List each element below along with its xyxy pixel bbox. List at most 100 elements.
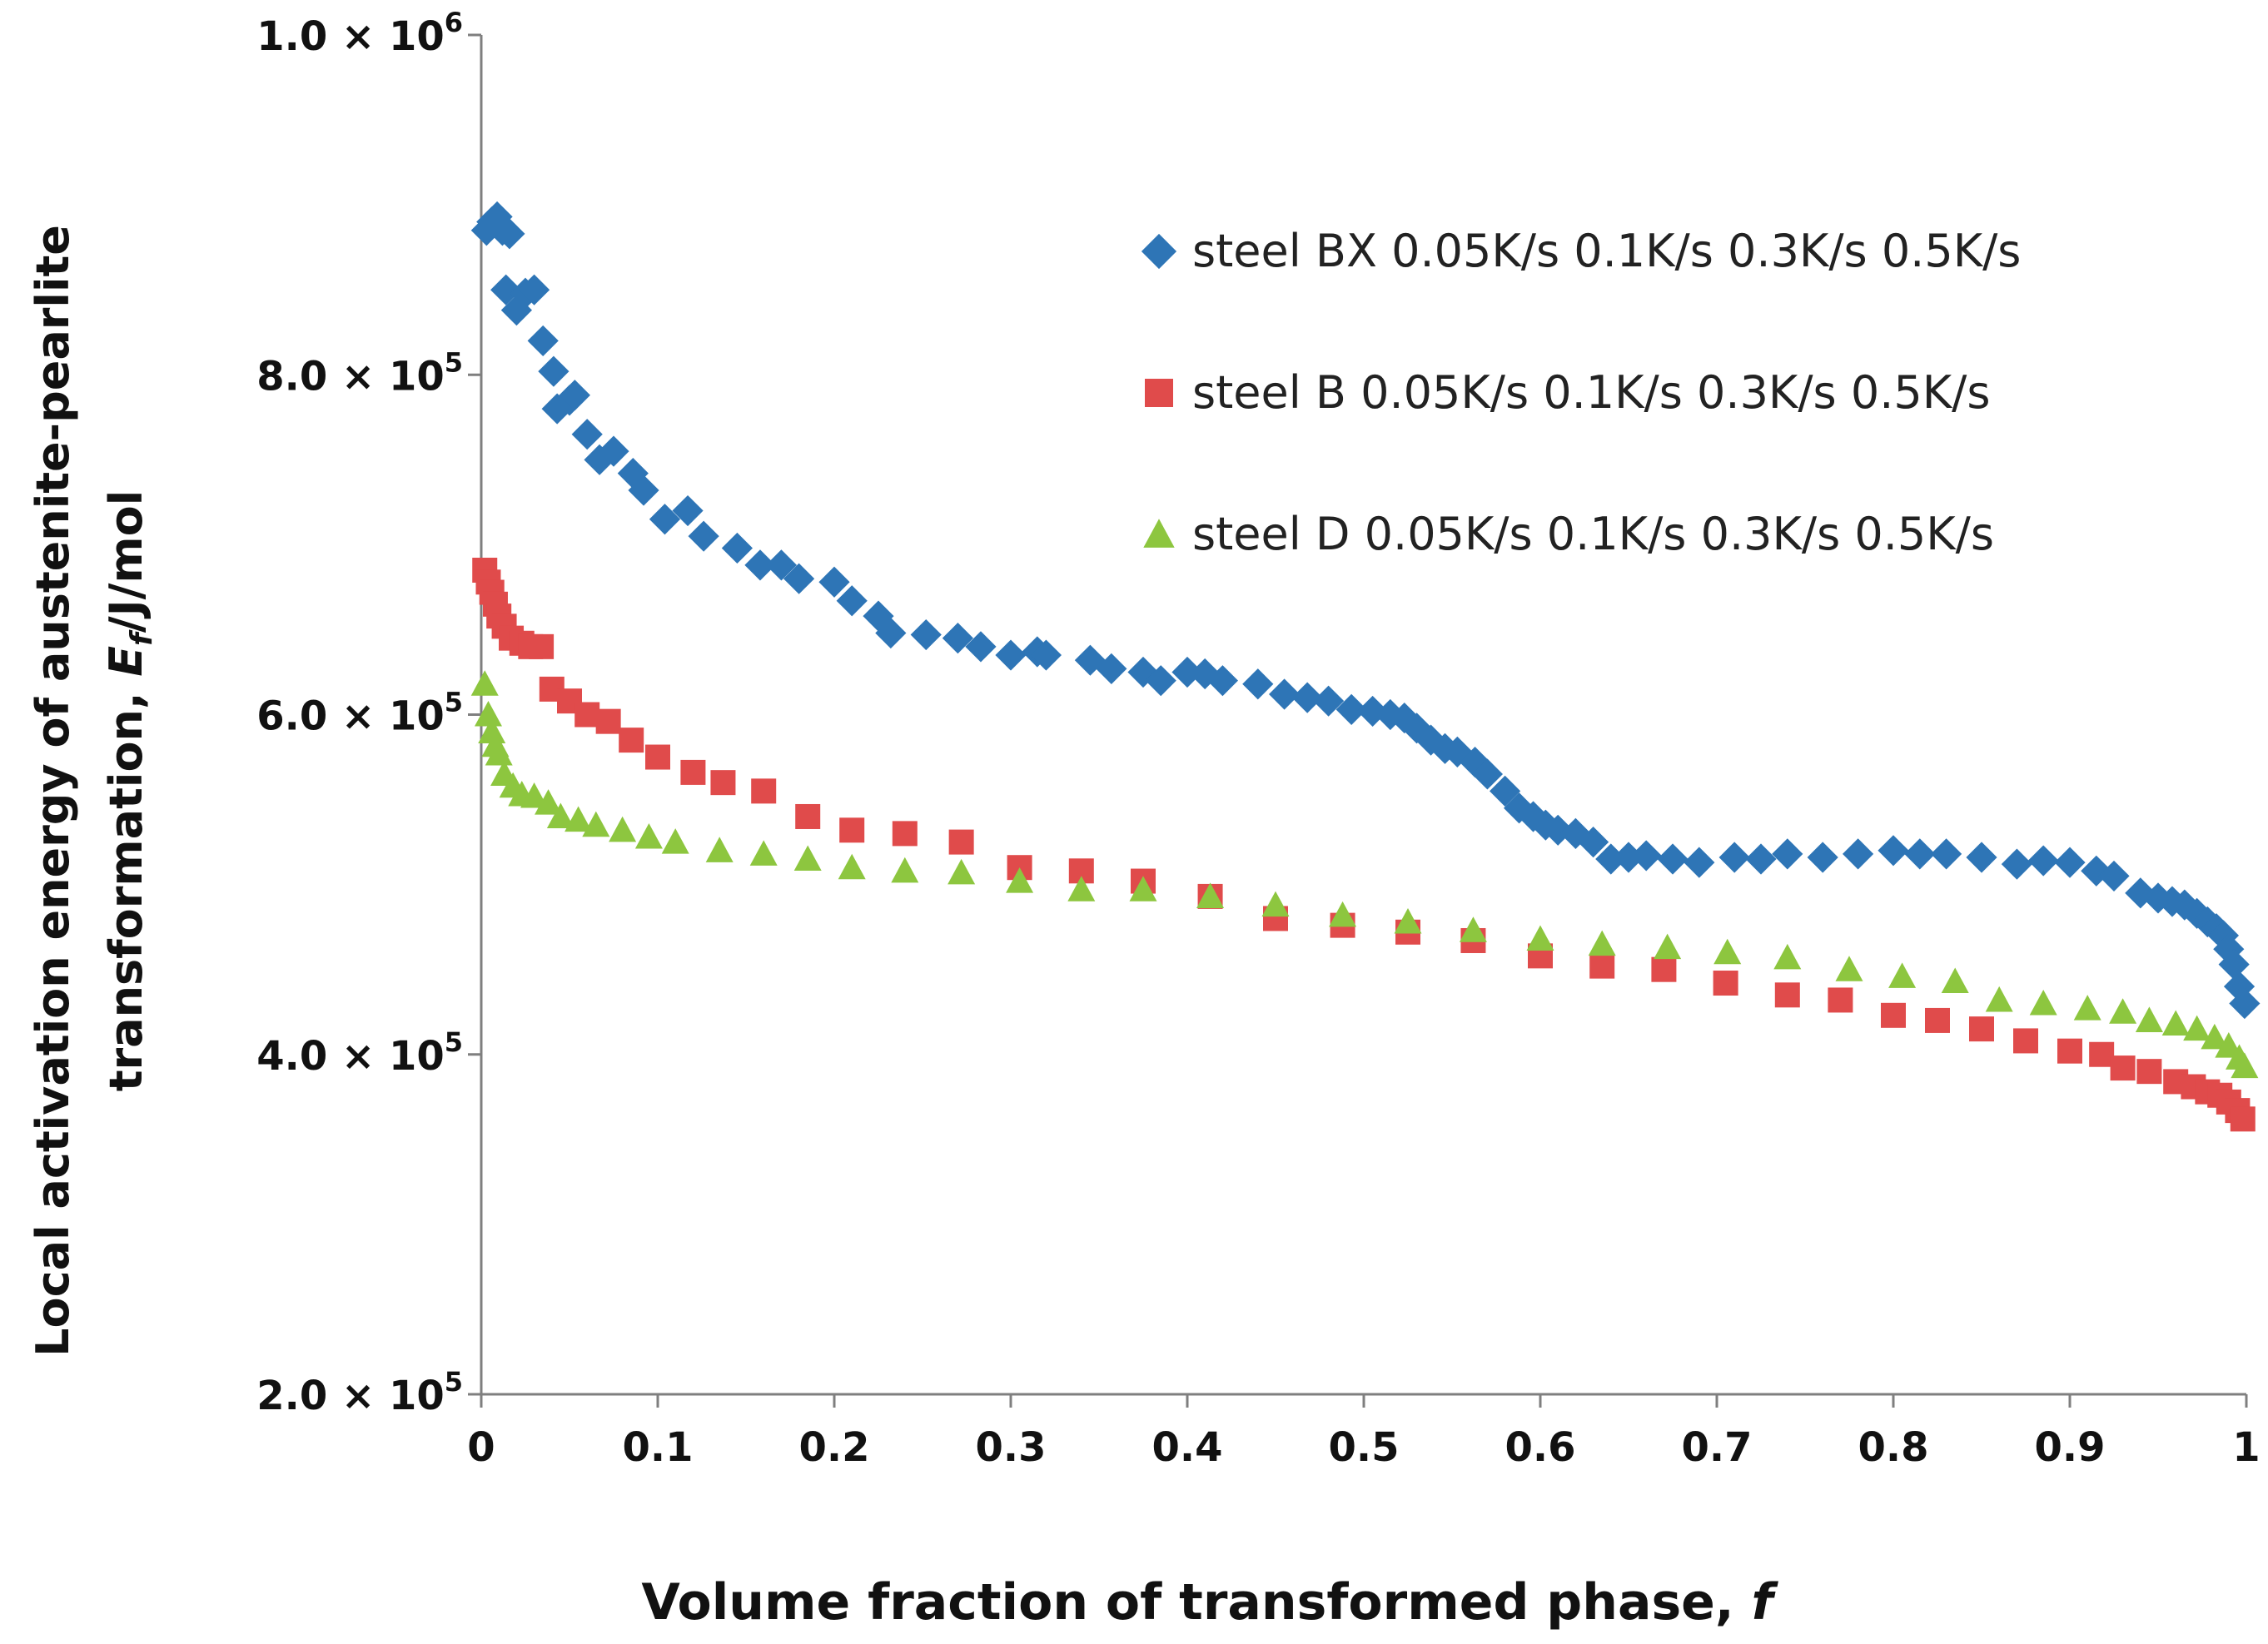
data-point-diamond — [875, 617, 907, 649]
data-point-triangle — [1394, 908, 1422, 934]
y-axis-title-line1: Local activation energy of austenite-pea… — [27, 225, 79, 1357]
y-axis-title-units: /J/mol — [100, 490, 152, 633]
data-point-triangle — [634, 822, 663, 849]
data-point-diamond — [1335, 693, 1367, 725]
data-point-triangle — [838, 853, 866, 880]
legend-item: steel D 0.05K/s 0.1K/s 0.3K/s 0.5K/s — [1143, 508, 1994, 560]
data-point-diamond — [1630, 840, 1662, 872]
y-axis-title-subscript: f — [125, 629, 159, 646]
x-tick-label: 0.9 — [2034, 1424, 2105, 1471]
data-point-triangle — [582, 811, 610, 837]
data-point-triangle — [2029, 990, 2057, 1016]
data-point-triangle — [2231, 1052, 2259, 1079]
data-point-diamond — [818, 566, 850, 598]
data-point-square — [795, 803, 821, 829]
data-point-triangle — [1654, 933, 1682, 960]
data-point-diamond — [910, 618, 942, 651]
data-point-triangle — [2109, 998, 2137, 1024]
y-tick-exponent: 5 — [445, 1366, 463, 1398]
data-point-square — [2013, 1028, 2038, 1054]
data-point-triangle — [2161, 1010, 2190, 1036]
data-point-diamond — [688, 520, 719, 552]
data-point-square — [1828, 987, 1853, 1013]
legend-marker-triangle — [1143, 519, 1175, 548]
data-point-diamond — [1595, 843, 1627, 875]
data-point-triangle — [1835, 956, 1863, 981]
data-point-diamond — [584, 444, 615, 475]
data-point-triangle — [609, 816, 637, 842]
data-point-diamond — [1517, 801, 1549, 832]
data-point-diamond — [1657, 843, 1689, 875]
data-point-square — [574, 702, 600, 728]
data-point-square — [2057, 1038, 2082, 1064]
data-point-diamond — [1613, 842, 1644, 873]
data-point-diamond — [1429, 733, 1461, 764]
data-point-diamond — [1718, 842, 1750, 873]
data-point-triangle — [485, 739, 513, 766]
y-tick-mantissa: 4.0 × 10 — [256, 1033, 444, 1080]
data-points — [470, 201, 2261, 1132]
data-point-square — [2110, 1055, 2136, 1081]
data-point-triangle — [520, 782, 549, 808]
data-point-triangle — [2073, 995, 2101, 1021]
data-point-triangle — [535, 789, 563, 815]
y-tick-label: 8.0 × 105 — [256, 346, 463, 400]
y-tick-label: 4.0 × 105 — [256, 1026, 463, 1080]
x-tick-label: 0.4 — [1151, 1424, 1222, 1471]
data-point-square — [645, 744, 670, 770]
data-point-square — [1774, 982, 1800, 1008]
data-point-square — [1589, 953, 1615, 979]
y-tick-label: 6.0 × 105 — [256, 687, 463, 740]
y-tick-exponent: 5 — [445, 346, 463, 378]
y-tick-mantissa: 1.0 × 10 — [256, 13, 444, 60]
data-point-diamond — [628, 474, 659, 506]
data-point-square — [2089, 1041, 2115, 1067]
y-axis-title-line2: transformation, Ef/J/mol — [100, 490, 159, 1092]
data-point-diamond — [1490, 775, 1521, 807]
data-point-diamond — [1966, 842, 1997, 873]
data-point-diamond — [721, 532, 753, 564]
data-point-square — [948, 829, 974, 855]
data-point-triangle — [1773, 943, 1802, 970]
data-point-square — [2136, 1059, 2162, 1085]
data-point-triangle — [1713, 938, 1742, 965]
x-tick-label: 0.5 — [1328, 1424, 1399, 1471]
data-point-diamond — [1807, 842, 1838, 873]
data-point-diamond — [598, 435, 629, 467]
data-point-triangle — [478, 718, 506, 743]
y-tick-exponent: 5 — [445, 1026, 463, 1058]
x-tick-label: 1 — [2232, 1424, 2260, 1471]
data-point-triangle — [705, 837, 734, 862]
data-point-diamond — [1931, 838, 1962, 870]
data-point-triangle — [793, 845, 822, 872]
data-point-square — [2230, 1106, 2256, 1132]
x-tick-label: 0.7 — [1681, 1424, 1752, 1471]
data-point-diamond — [1542, 814, 1574, 846]
data-point-diamond — [559, 380, 590, 411]
data-point-triangle — [565, 806, 593, 832]
data-point-diamond — [783, 563, 815, 594]
data-point-diamond — [2098, 860, 2130, 892]
data-point-diamond — [1030, 639, 1062, 671]
x-axis-ticks: 0 0.1 0.2 0.3 0.4 0.5 0.6 0.7 0.8 0.9 1 — [467, 1394, 2261, 1471]
data-point-triangle — [470, 670, 499, 696]
series-square — [472, 557, 2256, 1132]
data-point-diamond — [2229, 987, 2261, 1020]
x-tick-label: 0.8 — [1858, 1424, 1928, 1471]
data-point-diamond — [2054, 847, 2086, 878]
data-point-triangle — [2201, 1023, 2229, 1050]
data-point-square — [595, 708, 621, 734]
data-point-triangle — [1459, 916, 1487, 942]
data-point-triangle — [1196, 882, 1225, 908]
y-tick-label: 1.0 × 106 — [256, 7, 463, 60]
data-point-diamond — [1745, 843, 1777, 875]
y-axis-title-symbol: E — [100, 646, 152, 677]
legend-label: steel BX 0.05K/s 0.1K/s 0.3K/s 0.5K/s — [1192, 225, 2021, 277]
data-point-diamond — [1878, 835, 1909, 867]
data-point-diamond — [2218, 948, 2250, 981]
x-tick-label: 0.3 — [975, 1424, 1046, 1471]
data-point-diamond — [1684, 847, 1715, 878]
data-point-diamond — [1389, 702, 1420, 734]
